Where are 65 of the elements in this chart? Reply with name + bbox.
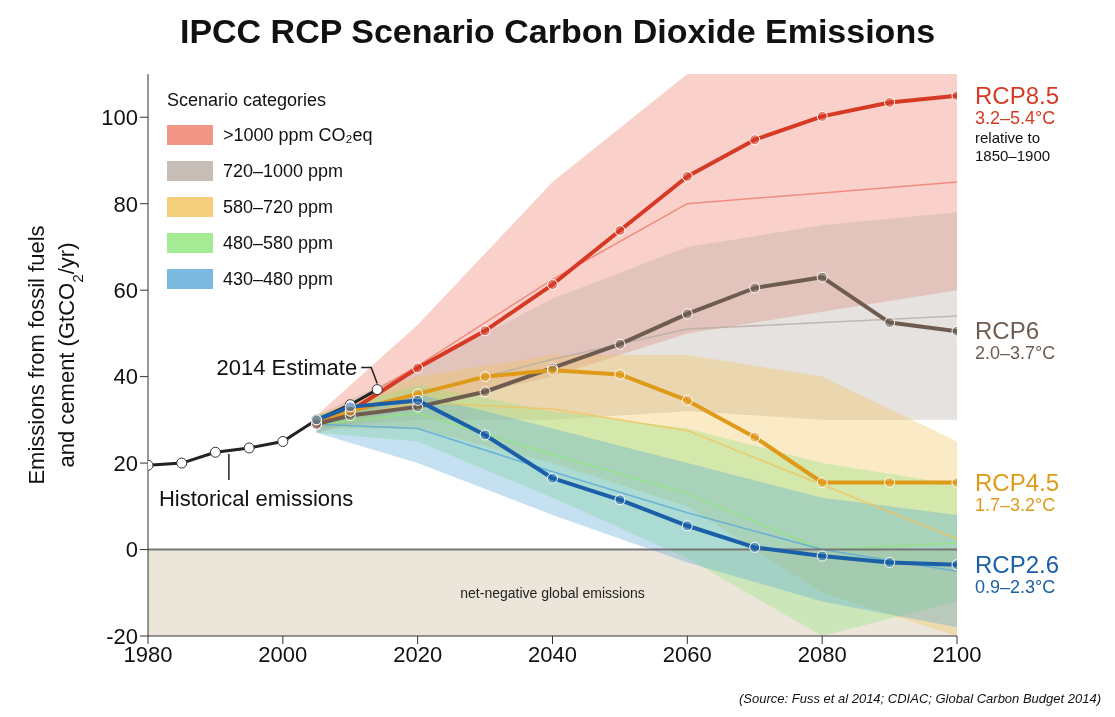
point — [243, 442, 255, 454]
point — [412, 394, 424, 406]
y-tick-label: 40 — [113, 364, 138, 390]
x-tick-label: 2040 — [528, 641, 577, 667]
point — [176, 457, 188, 469]
point — [749, 541, 761, 553]
x-tick-label: 2080 — [797, 641, 847, 667]
y-tick-label: 100 — [101, 105, 138, 131]
x-tick-label: 2000 — [258, 641, 308, 667]
point — [749, 431, 761, 443]
series-label: RCP4.5 — [975, 468, 1060, 496]
series-label: RCP8.5 — [975, 81, 1060, 109]
point — [816, 550, 828, 562]
annotation: Historical emissions — [158, 486, 354, 512]
point — [681, 308, 693, 320]
legend-title: Scenario categories — [167, 90, 328, 111]
point — [816, 110, 828, 122]
point — [209, 446, 221, 458]
point — [547, 279, 558, 291]
y-tick-label: 20 — [113, 450, 138, 476]
annotation: 2014 Estimate — [216, 354, 358, 380]
point — [749, 282, 761, 294]
x-tick-label: 2020 — [393, 641, 443, 667]
point — [884, 317, 896, 329]
text: (Source: Fuss et al 2014; CDIAC; Global Carbon Budget 2014) — [738, 691, 1101, 706]
point — [884, 477, 896, 489]
point — [816, 477, 828, 489]
point — [614, 494, 626, 506]
point — [371, 384, 383, 396]
y-tick-label: 60 — [113, 277, 138, 303]
point — [884, 557, 896, 569]
chart-title: IPCC RCP Scenario Carbon Dioxide Emissions — [178, 12, 937, 51]
x-tick-label: 2060 — [662, 641, 712, 667]
point — [479, 386, 491, 398]
point — [479, 371, 491, 383]
point — [681, 520, 693, 532]
legend-label: 430–480 ppm — [223, 268, 334, 290]
y-tick-label: 80 — [113, 191, 138, 217]
series-label: RCP2.6 — [975, 550, 1060, 578]
legend-label: 720–1000 ppm — [223, 160, 344, 182]
y-tick-label: 0 — [125, 537, 138, 563]
point — [681, 170, 693, 182]
legend-label: 480–580 ppm — [223, 232, 334, 254]
point — [479, 325, 491, 337]
band-label: net-negative global emissions — [460, 584, 645, 601]
point — [749, 134, 761, 146]
point — [277, 435, 289, 447]
point — [614, 368, 626, 380]
annotation: 0.9–2.3°C — [975, 576, 1056, 597]
point — [681, 394, 693, 406]
x-tick-label: 2100 — [932, 641, 982, 667]
point — [614, 338, 626, 350]
point — [412, 362, 424, 374]
series-label: RCP6 — [975, 317, 1040, 345]
point — [884, 97, 896, 109]
point — [816, 271, 828, 283]
annotation: 2.0–3.7°C — [975, 343, 1056, 364]
annotation: 3.2–5.4°C — [975, 107, 1056, 128]
annotation: relative to 1850–1900 — [975, 128, 1051, 164]
point — [547, 472, 558, 484]
legend-label: 580–720 ppm — [223, 196, 334, 218]
annotation: 1.7–3.2°C — [975, 494, 1056, 515]
point — [479, 429, 491, 441]
point — [614, 225, 626, 236]
legend-label: >1000 ppm CO₂eq — [223, 124, 373, 146]
